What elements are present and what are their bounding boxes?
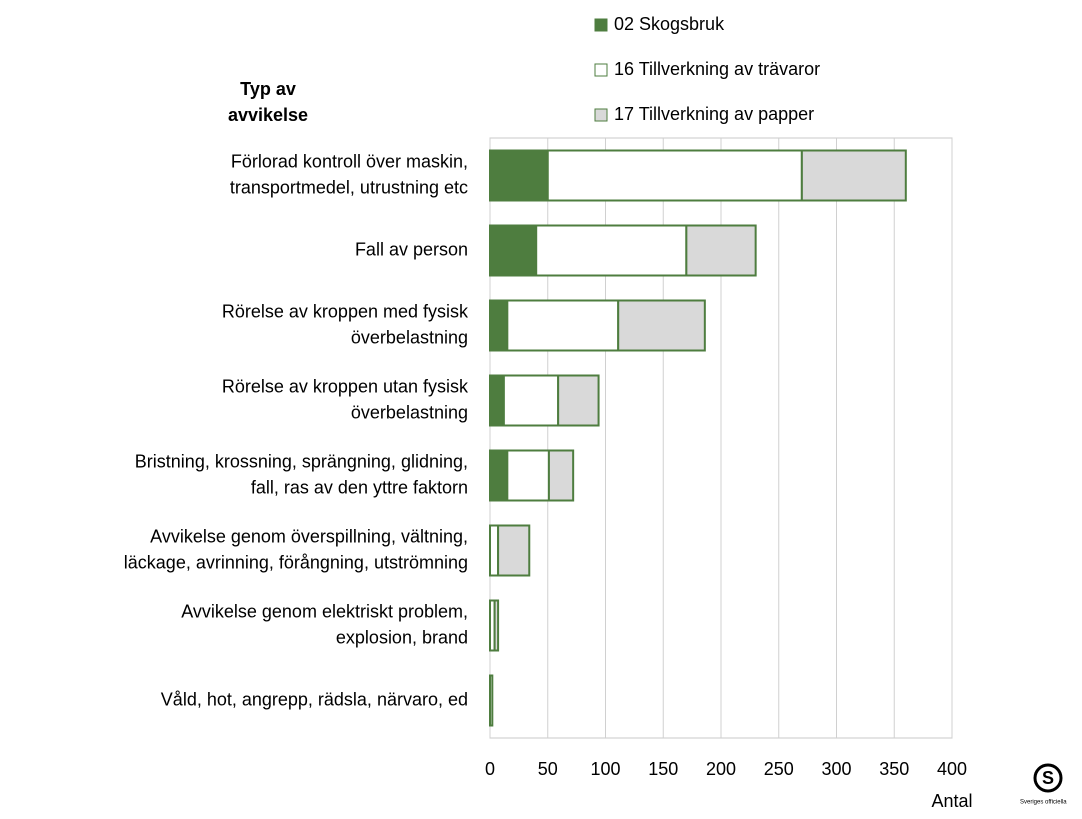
y-tick-label: Avvikelse genom elektriskt problem, [181, 601, 468, 621]
x-tick-label: 100 [590, 759, 620, 779]
x-tick-label: 50 [538, 759, 558, 779]
x-tick-label: 200 [706, 759, 736, 779]
y-tick-label: Rörelse av kroppen med fysisk [222, 301, 469, 321]
logo: S Sveriges officiella [1020, 763, 1067, 806]
x-tick-label: 300 [821, 759, 851, 779]
x-tick-label: 0 [485, 759, 495, 779]
bar-segment [547, 449, 575, 502]
svg-text:S: S [1042, 768, 1054, 788]
y-tick-label: Avvikelse genom överspillning, vältning, [150, 526, 468, 546]
y-tick-label: explosion, brand [336, 627, 468, 647]
y-tick-label: Rörelse av kroppen utan fysisk [222, 376, 469, 396]
y-tick-label: transportmedel, utrustning etc [230, 177, 468, 197]
y-tick-label: Fall av person [355, 239, 468, 259]
y-axis-title: Typ av [240, 79, 296, 99]
bar-segment [506, 449, 550, 502]
x-tick-label: 250 [764, 759, 794, 779]
bar-segment [546, 149, 803, 202]
x-tick-label: 350 [879, 759, 909, 779]
bar-segment [557, 374, 600, 427]
y-tick-label: överbelastning [351, 402, 468, 422]
bar-segment [489, 674, 494, 727]
legend-swatch [594, 63, 608, 77]
bar-segment [617, 299, 706, 352]
y-tick-label: Bristning, krossning, sprängning, glidni… [135, 451, 468, 471]
legend-label: 16 Tillverkning av trävaror [614, 59, 820, 79]
bar-segment [685, 224, 757, 277]
logo-text: Sveriges officiella [1020, 800, 1067, 806]
legend-label: 17 Tillverkning av papper [614, 104, 814, 124]
y-axis-title: avvikelse [228, 105, 308, 125]
y-tick-label: överbelastning [351, 327, 468, 347]
bar-segment [489, 449, 509, 502]
bar-segment [535, 224, 688, 277]
legend-swatch [594, 108, 608, 122]
legend-swatch [594, 18, 608, 32]
bar-segment [506, 299, 620, 352]
x-axis-label: Antal [931, 791, 972, 811]
x-tick-label: 150 [648, 759, 678, 779]
y-tick-label: Våld, hot, angrepp, rädsla, närvaro, ed [161, 689, 468, 709]
bar-segment [489, 374, 505, 427]
bar-segment [502, 374, 560, 427]
y-tick-label: läckage, avrinning, förångning, utströmn… [124, 552, 468, 572]
legend-label: 02 Skogsbruk [614, 14, 725, 34]
bar-segment [493, 599, 500, 652]
bar-segment [497, 524, 531, 577]
bar-segment [489, 224, 538, 277]
bar-segment [489, 149, 549, 202]
y-tick-label: fall, ras av den yttre faktorn [251, 477, 468, 497]
y-tick-label: Förlorad kontroll över maskin, [231, 151, 468, 171]
bar-segment [489, 299, 509, 352]
bar-segment [489, 524, 500, 577]
bar-segment [800, 149, 907, 202]
x-tick-label: 400 [937, 759, 967, 779]
